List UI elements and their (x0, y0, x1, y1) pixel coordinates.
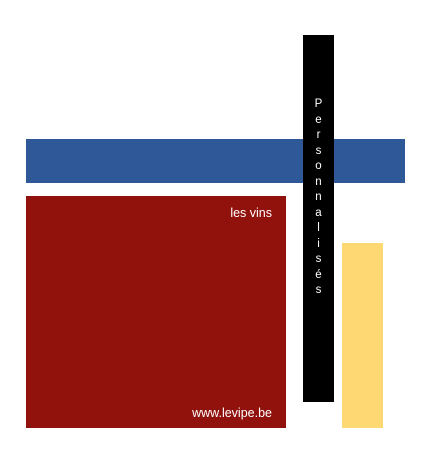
yellow-bar (342, 243, 383, 428)
blue-band (26, 139, 405, 183)
vertical-word-letter: n (315, 191, 322, 203)
website-link[interactable]: www.levipe.be (192, 406, 272, 420)
vertical-word-letter: n (315, 175, 322, 188)
vertical-word-letter: a (315, 206, 322, 219)
vertical-word-letter: é (315, 268, 322, 281)
vertical-word-letter: s (315, 253, 322, 265)
vertical-word-letter: s (315, 284, 322, 296)
vertical-word-letter: i (317, 237, 320, 250)
red-panel: les vins www.levipe.be (26, 196, 286, 428)
vertical-word-letter: s (315, 144, 322, 157)
vertical-word-letter: e (315, 113, 322, 126)
vertical-word-letter: P (314, 98, 323, 110)
tagline-text: les vins (230, 206, 272, 220)
vertical-word-letter: o (315, 160, 322, 172)
vertical-word-letter: r (316, 129, 321, 141)
vertical-word-letter: l (317, 222, 320, 234)
